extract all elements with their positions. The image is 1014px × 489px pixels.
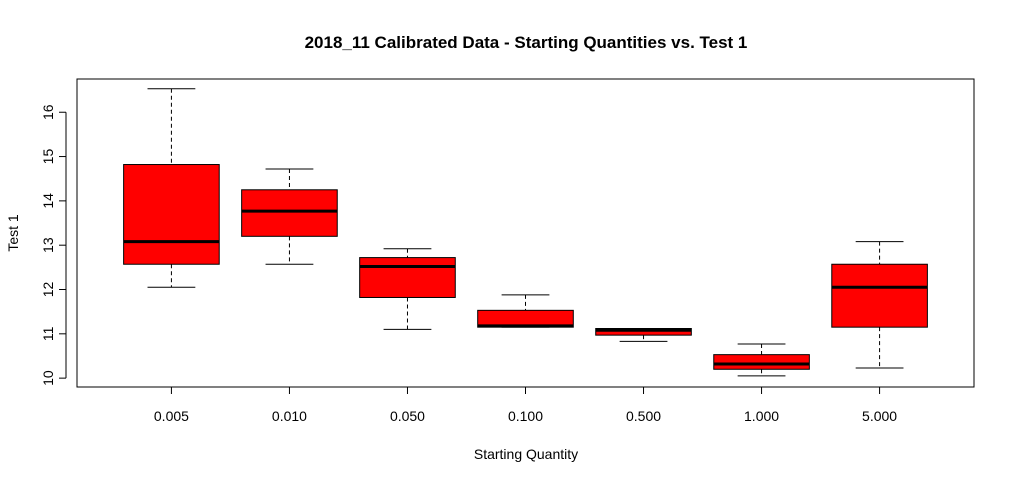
- x-tick-label: 1.000: [744, 408, 779, 424]
- y-tick-label: 12: [40, 282, 56, 298]
- box-1.000: [713, 343, 810, 377]
- box-5.000: [831, 241, 928, 369]
- x-tick-label: 0.100: [508, 408, 543, 424]
- x-tick-label: 0.010: [272, 408, 307, 424]
- x-tick-label: 0.500: [626, 408, 661, 424]
- y-tick-label: 14: [40, 193, 56, 209]
- box-0.005: [123, 88, 220, 288]
- x-tick-label: 0.005: [154, 408, 189, 424]
- y-axis: 10 11 12 13 14 15 16: [40, 104, 67, 386]
- iqr-box: [123, 164, 220, 265]
- y-tick-label: 10: [40, 370, 56, 386]
- y-tick-label: 11: [40, 326, 56, 341]
- box-0.010: [241, 168, 338, 265]
- iqr-box: [359, 257, 456, 298]
- x-axis: 0.005 0.010 0.050 0.100 0.500 1.000 5.000: [154, 386, 897, 424]
- x-tick-label: 0.050: [390, 408, 425, 424]
- iqr-box: [713, 354, 810, 370]
- chart-title: 2018_11 Calibrated Data - Starting Quant…: [305, 33, 748, 52]
- box-0.500: [595, 328, 692, 342]
- iqr-box: [831, 263, 928, 328]
- y-tick-label: 13: [40, 237, 56, 253]
- y-tick-label: 16: [40, 104, 56, 120]
- box-0.100: [477, 294, 574, 328]
- y-axis-label: Test 1: [5, 214, 21, 252]
- boxes: [123, 88, 928, 377]
- iqr-box: [241, 189, 338, 237]
- box-0.050: [359, 248, 456, 330]
- x-axis-label: Starting Quantity: [474, 446, 578, 462]
- x-tick-label: 5.000: [862, 408, 897, 424]
- iqr-box: [595, 328, 692, 336]
- y-tick-label: 15: [40, 149, 56, 165]
